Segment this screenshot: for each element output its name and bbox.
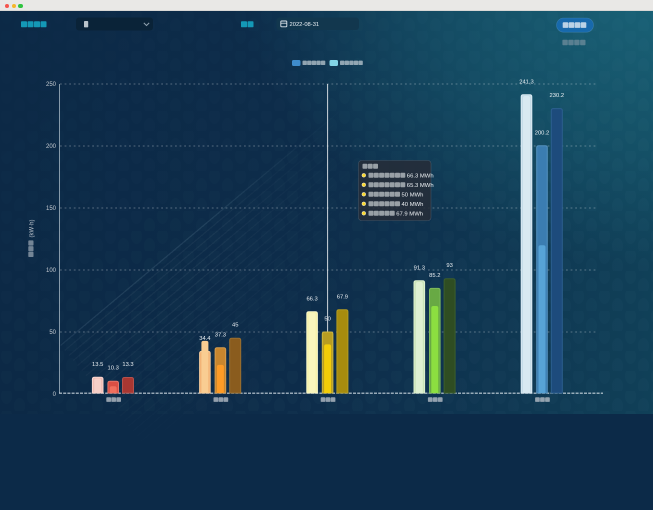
svg-text:230.2: 230.2 [550,93,565,99]
svg-text:66.3: 66.3 [306,296,317,302]
svg-text:91.3: 91.3 [414,265,425,271]
svg-text:37.3: 37.3 [215,332,226,338]
svg-text:67.9: 67.9 [337,294,348,300]
svg-text:13.3: 13.3 [122,362,133,368]
svg-text:10.3: 10.3 [108,366,119,372]
svg-text:0: 0 [53,392,57,398]
svg-text:150: 150 [46,206,57,212]
svg-text:13.5: 13.5 [92,362,103,368]
svg-text:66.3 MWh: 66.3 MWh [407,173,434,179]
svg-text:67.9 MWh: 67.9 MWh [396,211,423,217]
svg-text:34.4: 34.4 [199,336,211,342]
svg-text:241.3: 241.3 [519,79,534,85]
svg-text:65.3 MWh: 65.3 MWh [407,183,434,189]
svg-text:250: 250 [46,82,57,88]
svg-text:45: 45 [232,323,238,329]
svg-text:50: 50 [324,317,330,323]
svg-text:200: 200 [46,144,57,150]
svg-text:50 MWh: 50 MWh [402,192,424,198]
svg-text:2022-08-31: 2022-08-31 [290,22,320,28]
svg-text:40 MWh: 40 MWh [402,202,424,208]
svg-text:85.2: 85.2 [429,273,440,279]
svg-text:93: 93 [446,263,452,269]
svg-text:(kW·h): (kW·h) [30,220,36,238]
svg-text:100: 100 [46,268,57,274]
svg-text:200.2: 200.2 [535,130,550,136]
svg-text:50: 50 [49,330,56,336]
